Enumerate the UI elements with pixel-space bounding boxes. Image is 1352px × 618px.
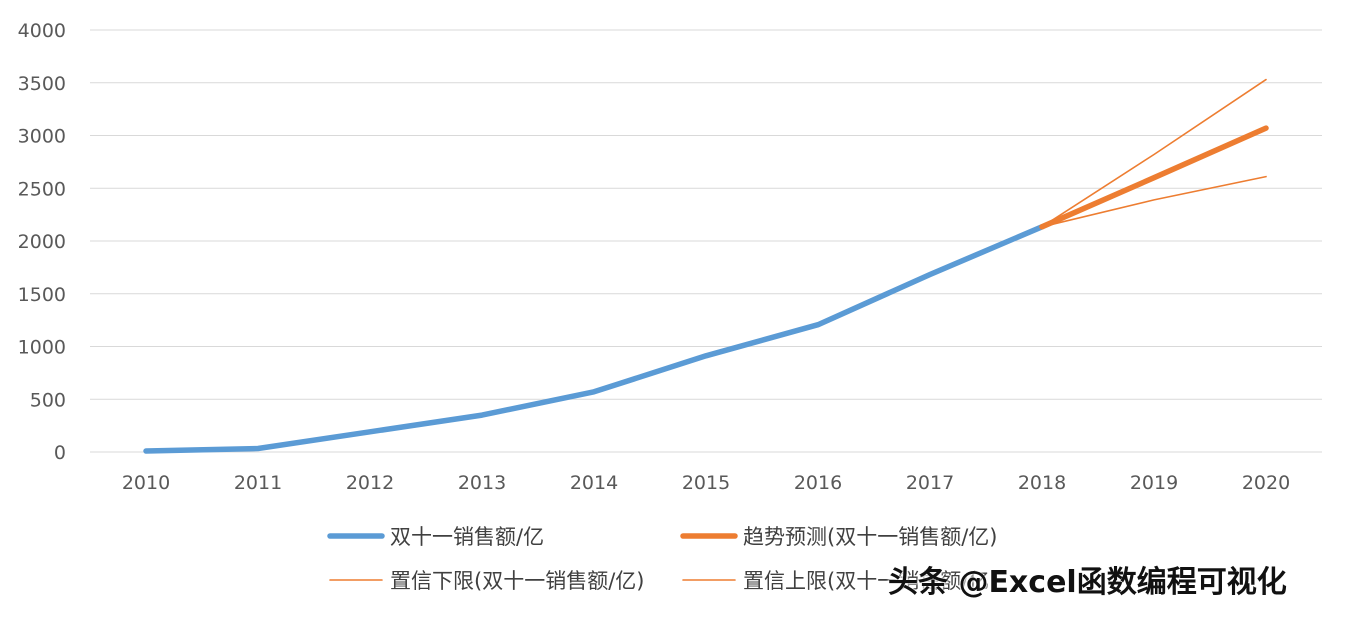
legend-label: 置信下限(双十一销售额/亿) (390, 569, 644, 593)
y-tick-label: 1000 (18, 337, 66, 359)
watermark-text: 头条 @Excel函数编程可视化 (888, 565, 1287, 600)
x-tick-label: 2017 (906, 472, 954, 494)
legend-label: 趋势预测(双十一销售额/亿) (743, 525, 997, 549)
y-tick-label: 4000 (18, 20, 66, 42)
legend-item: 置信上限(双十一销售额/亿) (682, 569, 997, 593)
series-line-3 (1041, 78, 1267, 228)
y-tick-label: 3000 (18, 126, 66, 148)
legend-item: 置信下限(双十一销售额/亿) (329, 569, 644, 593)
series-lines (143, 78, 1269, 454)
x-tick-label: 2011 (234, 472, 282, 494)
gridlines (90, 29, 1322, 453)
x-tick-label: 2010 (122, 472, 170, 494)
x-tick-label: 2016 (794, 472, 842, 494)
y-tick-label: 2000 (18, 231, 66, 253)
series-line-1 (1039, 125, 1269, 230)
x-tick-label: 2020 (1242, 472, 1290, 494)
y-tick-label: 500 (30, 389, 66, 411)
series-line-2 (1041, 175, 1267, 228)
x-axis-ticks: 2010 2011 2012 2013 2014 2015 2016 2017 2018 2019… (122, 472, 1290, 494)
y-tick-label: 3500 (18, 73, 66, 95)
legend-item: 趋势预测(双十一销售额/亿) (680, 525, 997, 549)
y-axis-ticks: 0 500 1000 1500 2000 2500 3000 3500 4000 (18, 20, 66, 464)
legend-label: 双十一销售额/亿 (390, 525, 544, 549)
y-tick-label: 1500 (18, 284, 66, 306)
x-tick-label: 2014 (570, 472, 618, 494)
x-tick-label: 2012 (346, 472, 394, 494)
legend-label: 置信上限(双十一销售额/亿) (743, 569, 997, 593)
y-tick-label: 0 (54, 442, 66, 464)
x-tick-label: 2015 (682, 472, 730, 494)
x-tick-label: 2019 (1130, 472, 1178, 494)
legend: 双十一销售额/亿 趋势预测(双十一销售额/亿) 置信下限(双十一销售额/亿) 置信上限… (327, 525, 997, 593)
series-line-0 (143, 224, 1045, 454)
x-tick-label: 2018 (1018, 472, 1066, 494)
legend-item: 双十一销售额/亿 (327, 525, 544, 549)
x-tick-label: 2013 (458, 472, 506, 494)
y-tick-label: 2500 (18, 178, 66, 200)
